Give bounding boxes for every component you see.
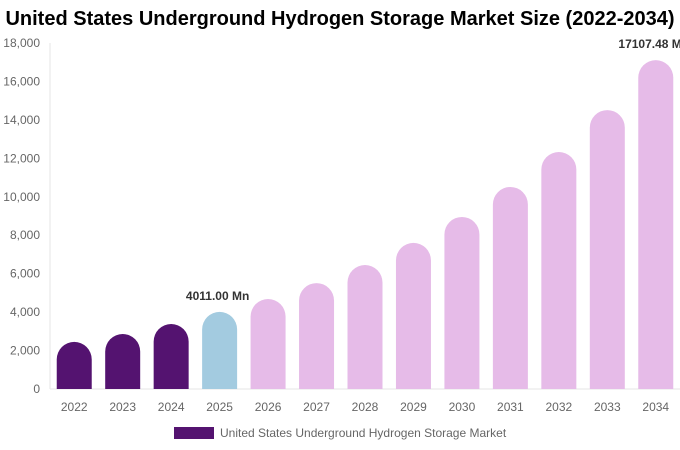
y-tick-label: 10,000	[3, 190, 40, 204]
bar-2026	[250, 299, 286, 389]
bar-2023	[105, 334, 141, 389]
y-tick-label: 16,000	[3, 74, 40, 88]
legend: United States Underground Hydrogen Stora…	[174, 426, 506, 440]
bar-2028	[347, 265, 383, 389]
x-tick-label: 2030	[449, 400, 476, 414]
bar-2033	[589, 110, 625, 389]
data-label-2025: 4011.00 Mn	[186, 289, 249, 303]
y-tick-label: 18,000	[3, 36, 40, 50]
x-tick-label: 2033	[594, 400, 621, 414]
bar-2032	[541, 152, 577, 389]
legend-swatch	[174, 427, 214, 439]
bar-2022	[56, 341, 92, 389]
x-tick-label: 2031	[497, 400, 524, 414]
x-tick-label: 2023	[109, 400, 136, 414]
x-tick-label: 2034	[642, 400, 669, 414]
chart-title: United States Underground Hydrogen Stora…	[5, 8, 675, 30]
y-tick-label: 6,000	[10, 267, 40, 281]
x-tick-label: 2028	[352, 400, 379, 414]
x-tick-label: 2024	[158, 400, 185, 414]
x-tick-label: 2032	[545, 400, 572, 414]
y-tick-label: 12,000	[3, 151, 40, 165]
x-tick-label: 2025	[206, 400, 233, 414]
bar-2029	[395, 242, 431, 389]
y-tick-label: 2,000	[10, 344, 40, 358]
bar-2034	[638, 60, 674, 389]
bar-2024	[153, 324, 189, 389]
y-tick-label: 4,000	[10, 305, 40, 319]
data-label-2034: 17107.48 Mn	[618, 37, 680, 51]
bar-2031	[492, 186, 528, 389]
bar-2027	[299, 283, 335, 389]
y-tick-label: 0	[33, 382, 40, 396]
x-tick-label: 2027	[303, 400, 330, 414]
y-tick-label: 14,000	[3, 113, 40, 127]
x-tick-label: 2026	[255, 400, 282, 414]
bar-2030	[444, 216, 480, 389]
x-tick-label: 2029	[400, 400, 427, 414]
x-tick-label: 2022	[61, 400, 88, 414]
legend-label: United States Underground Hydrogen Stora…	[220, 426, 507, 440]
bar-2025	[202, 311, 238, 389]
y-tick-label: 8,000	[10, 228, 40, 242]
